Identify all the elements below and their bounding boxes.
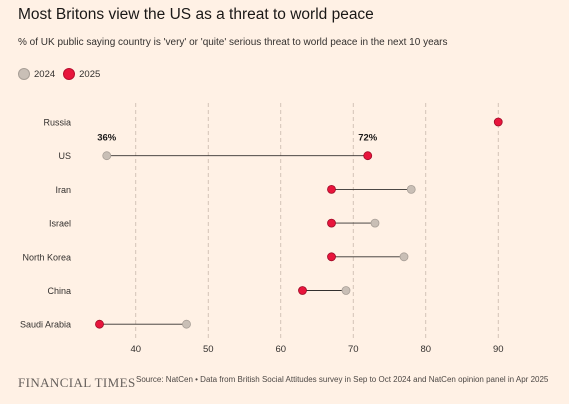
x-tick-label-80: 80	[420, 344, 431, 355]
source-note: Source: NatCen • Data from British Socia…	[136, 375, 549, 384]
data-label-2024-us: 36%	[97, 133, 117, 144]
legend: 2024 2025	[18, 68, 108, 80]
x-axis-ticks: 40 50 60 70 80 90	[130, 344, 503, 355]
point-2025-us	[363, 151, 373, 161]
category-label-saudi-arabia: Saudi Arabia	[20, 320, 71, 330]
point-2025-israel	[327, 218, 336, 228]
point-2025-china	[298, 286, 307, 295]
category-label-north-korea: North Korea	[22, 252, 71, 262]
x-tick-label-90: 90	[493, 344, 504, 355]
category-label-us: US	[58, 151, 71, 161]
data-points	[95, 117, 503, 329]
dumbbell-chart: 40 50 60 70 80 90 Russia US Iran Israel North Kor…	[20, 103, 504, 355]
point-2024-israel	[370, 218, 380, 228]
legend-label-2024: 2024	[34, 68, 56, 80]
point-2024-china	[341, 286, 351, 295]
legend-swatch-2025	[63, 68, 76, 80]
point-2025-iran	[327, 184, 336, 194]
x-tick-label-60: 60	[275, 344, 286, 355]
point-2024-north-korea	[399, 252, 409, 262]
legend-item-2025: 2025	[63, 68, 100, 80]
point-2024-us	[102, 151, 112, 161]
point-2025-saudi-arabia	[95, 319, 104, 329]
category-label-russia: Russia	[43, 118, 71, 128]
ft-logo: FINANCIAL TIMES	[18, 375, 136, 390]
category-label-china: China	[47, 286, 71, 296]
point-2025-north-korea	[327, 252, 336, 262]
chart-subtitle: % of UK public saying country is 'very' …	[18, 37, 448, 48]
legend-label-2025: 2025	[79, 68, 101, 80]
category-label-iran: Iran	[55, 185, 71, 195]
point-2024-saudi-arabia	[182, 319, 191, 329]
legend-item-2024: 2024	[18, 68, 55, 80]
chart-title: Most Britons view the US as a threat to …	[18, 6, 374, 23]
x-tick-label-50: 50	[203, 344, 214, 355]
gridlines	[135, 103, 499, 338]
x-tick-label-40: 40	[130, 344, 141, 355]
connector-lines	[97, 151, 408, 329]
legend-swatch-2024	[18, 68, 30, 80]
point-2025-russia	[493, 117, 503, 127]
category-labels: Russia US Iran Israel North Korea China Saudi …	[20, 118, 71, 330]
annotations: 36% 72%	[97, 133, 378, 144]
x-tick-label-70: 70	[348, 344, 359, 355]
category-label-israel: Israel	[49, 219, 71, 229]
point-2024-iran	[406, 184, 416, 194]
data-label-2025-us: 72%	[358, 133, 378, 144]
